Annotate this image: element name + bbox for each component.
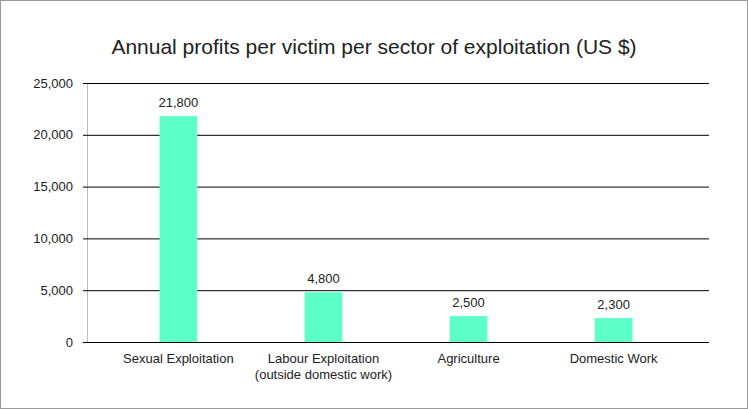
- data-label: 2,300: [597, 297, 630, 312]
- y-axis-line: [87, 84, 88, 343]
- y-tick: 10,000: [33, 231, 709, 246]
- bar: [595, 318, 633, 342]
- data-labels: 21,800 4,800 2,500 2,300: [159, 95, 630, 312]
- bar: [160, 116, 198, 342]
- x-tick: Domestic Work: [570, 351, 658, 366]
- y-tick-label: 15,000: [33, 179, 73, 194]
- y-tick-label: 0: [66, 335, 73, 350]
- y-tick: 15,000: [33, 179, 709, 194]
- y-axis: 0 5,000 10,000 15,000 20,000 25,000: [33, 76, 709, 350]
- data-label: 2,500: [452, 295, 485, 310]
- title: Annual profits per victim per sector of …: [111, 35, 636, 58]
- x-tick-label: Labour Exploitation(outside domestic wor…: [255, 351, 392, 382]
- x-tick-label: Sexual Exploitation: [123, 351, 234, 366]
- data-label: 4,800: [307, 271, 340, 286]
- bar: [305, 292, 343, 342]
- frame: [1, 1, 748, 409]
- bar: [450, 316, 488, 342]
- x-tick: Agriculture: [437, 351, 499, 366]
- x-tick-label-line: (outside domestic work): [255, 367, 392, 382]
- grid-line: [83, 342, 709, 343]
- y-tick-label: 5,000: [40, 283, 73, 298]
- data-label: 21,800: [159, 95, 199, 110]
- chart: Annual profits per victim per sector of …: [0, 0, 748, 409]
- x-tick-label-line: Labour Exploitation: [268, 351, 379, 366]
- x-tick-label: Agriculture: [437, 351, 499, 366]
- y-tick: 20,000: [33, 127, 709, 142]
- x-axis-line: [88, 342, 706, 343]
- x-tick: Labour Exploitation(outside domestic wor…: [255, 351, 392, 382]
- x-axis: Sexual Exploitation Labour Exploitation(o…: [88, 343, 706, 382]
- x-tick: Sexual Exploitation: [123, 351, 234, 366]
- y-tick-label: 10,000: [33, 231, 73, 246]
- y-tick: 25,000: [33, 76, 709, 91]
- bars: [160, 116, 633, 342]
- y-tick: 5,000: [40, 283, 709, 298]
- x-tick-label: Domestic Work: [570, 351, 658, 366]
- grid-line: [83, 83, 709, 84]
- y-tick-label: 25,000: [33, 76, 73, 91]
- y-tick-label: 20,000: [33, 127, 73, 142]
